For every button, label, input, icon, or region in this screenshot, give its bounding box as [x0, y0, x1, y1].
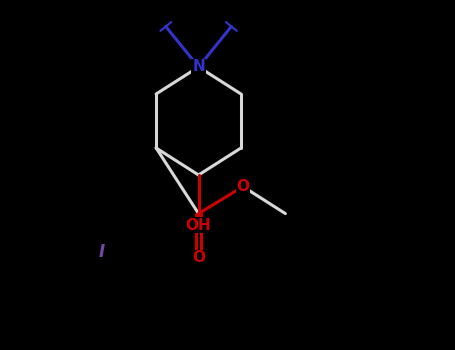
Text: I: I [99, 243, 105, 261]
Text: OH: OH [186, 218, 212, 233]
Text: O: O [192, 251, 205, 265]
Text: O: O [237, 179, 249, 194]
Text: N: N [192, 60, 205, 75]
